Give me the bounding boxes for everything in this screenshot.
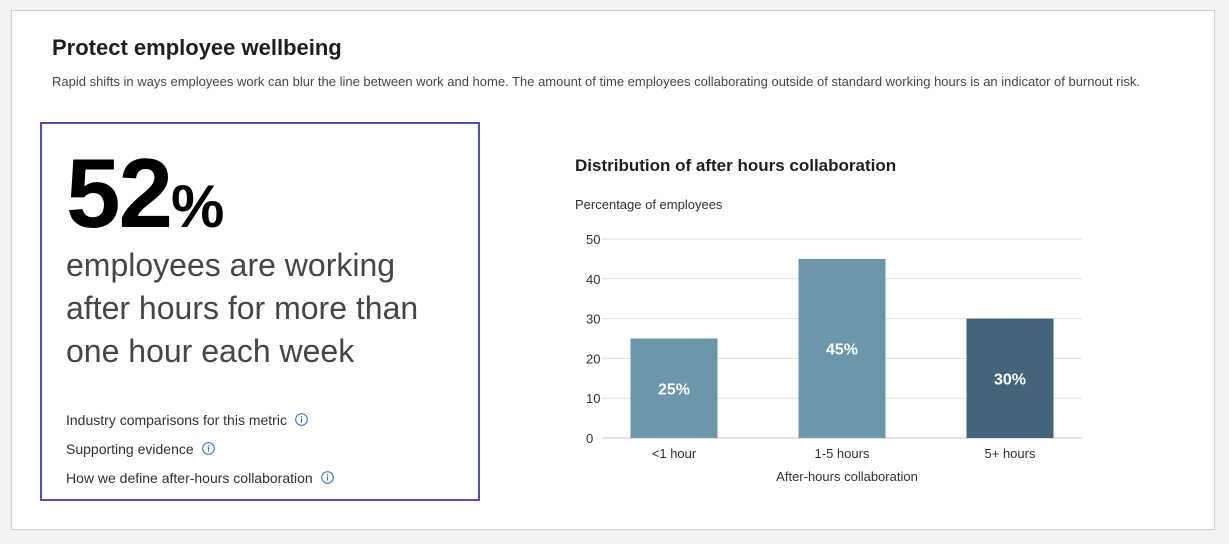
page-description: Rapid shifts in ways employees work can … (52, 74, 1141, 89)
y-tick-label: 50 (586, 232, 600, 247)
bars (630, 258, 1054, 438)
link-definition[interactable]: How we define after-hours collaboration (66, 469, 334, 498)
y-tick-label: 40 (586, 272, 600, 287)
bar (630, 338, 718, 438)
metric-description: employees are working after hours for mo… (66, 247, 419, 369)
link-label[interactable]: How we define after-hours collaboration (66, 470, 313, 486)
metric-value: 52 (66, 138, 173, 248)
link-supporting-evidence[interactable]: Supporting evidence (66, 440, 334, 469)
x-tick-label: <1 hour (652, 446, 697, 461)
metric-unit: % (171, 173, 225, 240)
y-tick-labels: 0 10 20 30 40 50 (586, 232, 600, 446)
data-labels: 25% 45% 30% (658, 341, 1026, 398)
bar (966, 318, 1054, 438)
bar (798, 258, 886, 438)
metric-links: Industry comparisons for this metric Sup… (66, 411, 334, 498)
info-icon[interactable] (320, 471, 334, 484)
x-tick-label: 1-5 hours (815, 446, 870, 461)
y-tick-label: 10 (586, 391, 600, 406)
big-stat: 52% (66, 144, 224, 242)
bar-chart: Percentage of employees After-hours coll… (575, 197, 1082, 484)
link-label[interactable]: Industry comparisons for this metric (66, 412, 287, 428)
x-tick-labels: <1 hour 1-5 hours 5+ hours (652, 446, 1036, 461)
info-icon[interactable] (295, 413, 308, 426)
data-label: 45% (826, 341, 858, 358)
y-tick-label: 0 (586, 431, 593, 446)
wellbeing-card: Protect employee wellbeing Rapid shifts … (11, 10, 1215, 530)
y-axis-label: Percentage of employees (575, 197, 723, 212)
data-label: 30% (994, 371, 1026, 388)
link-industry-comparisons[interactable]: Industry comparisons for this metric (66, 411, 334, 440)
data-label: 25% (658, 381, 690, 398)
chart-title: Distribution of after hours collaboratio… (575, 156, 897, 175)
x-axis-label: After-hours collaboration (776, 469, 918, 484)
y-tick-label: 20 (586, 351, 600, 366)
link-label[interactable]: Supporting evidence (66, 441, 194, 457)
y-tick-label: 30 (586, 312, 600, 327)
info-icon[interactable] (201, 442, 215, 455)
x-tick-label: 5+ hours (985, 446, 1036, 461)
page-title: Protect employee wellbeing (52, 35, 342, 60)
metric-panel[interactable]: 52% employees are working after hours fo… (40, 122, 480, 501)
